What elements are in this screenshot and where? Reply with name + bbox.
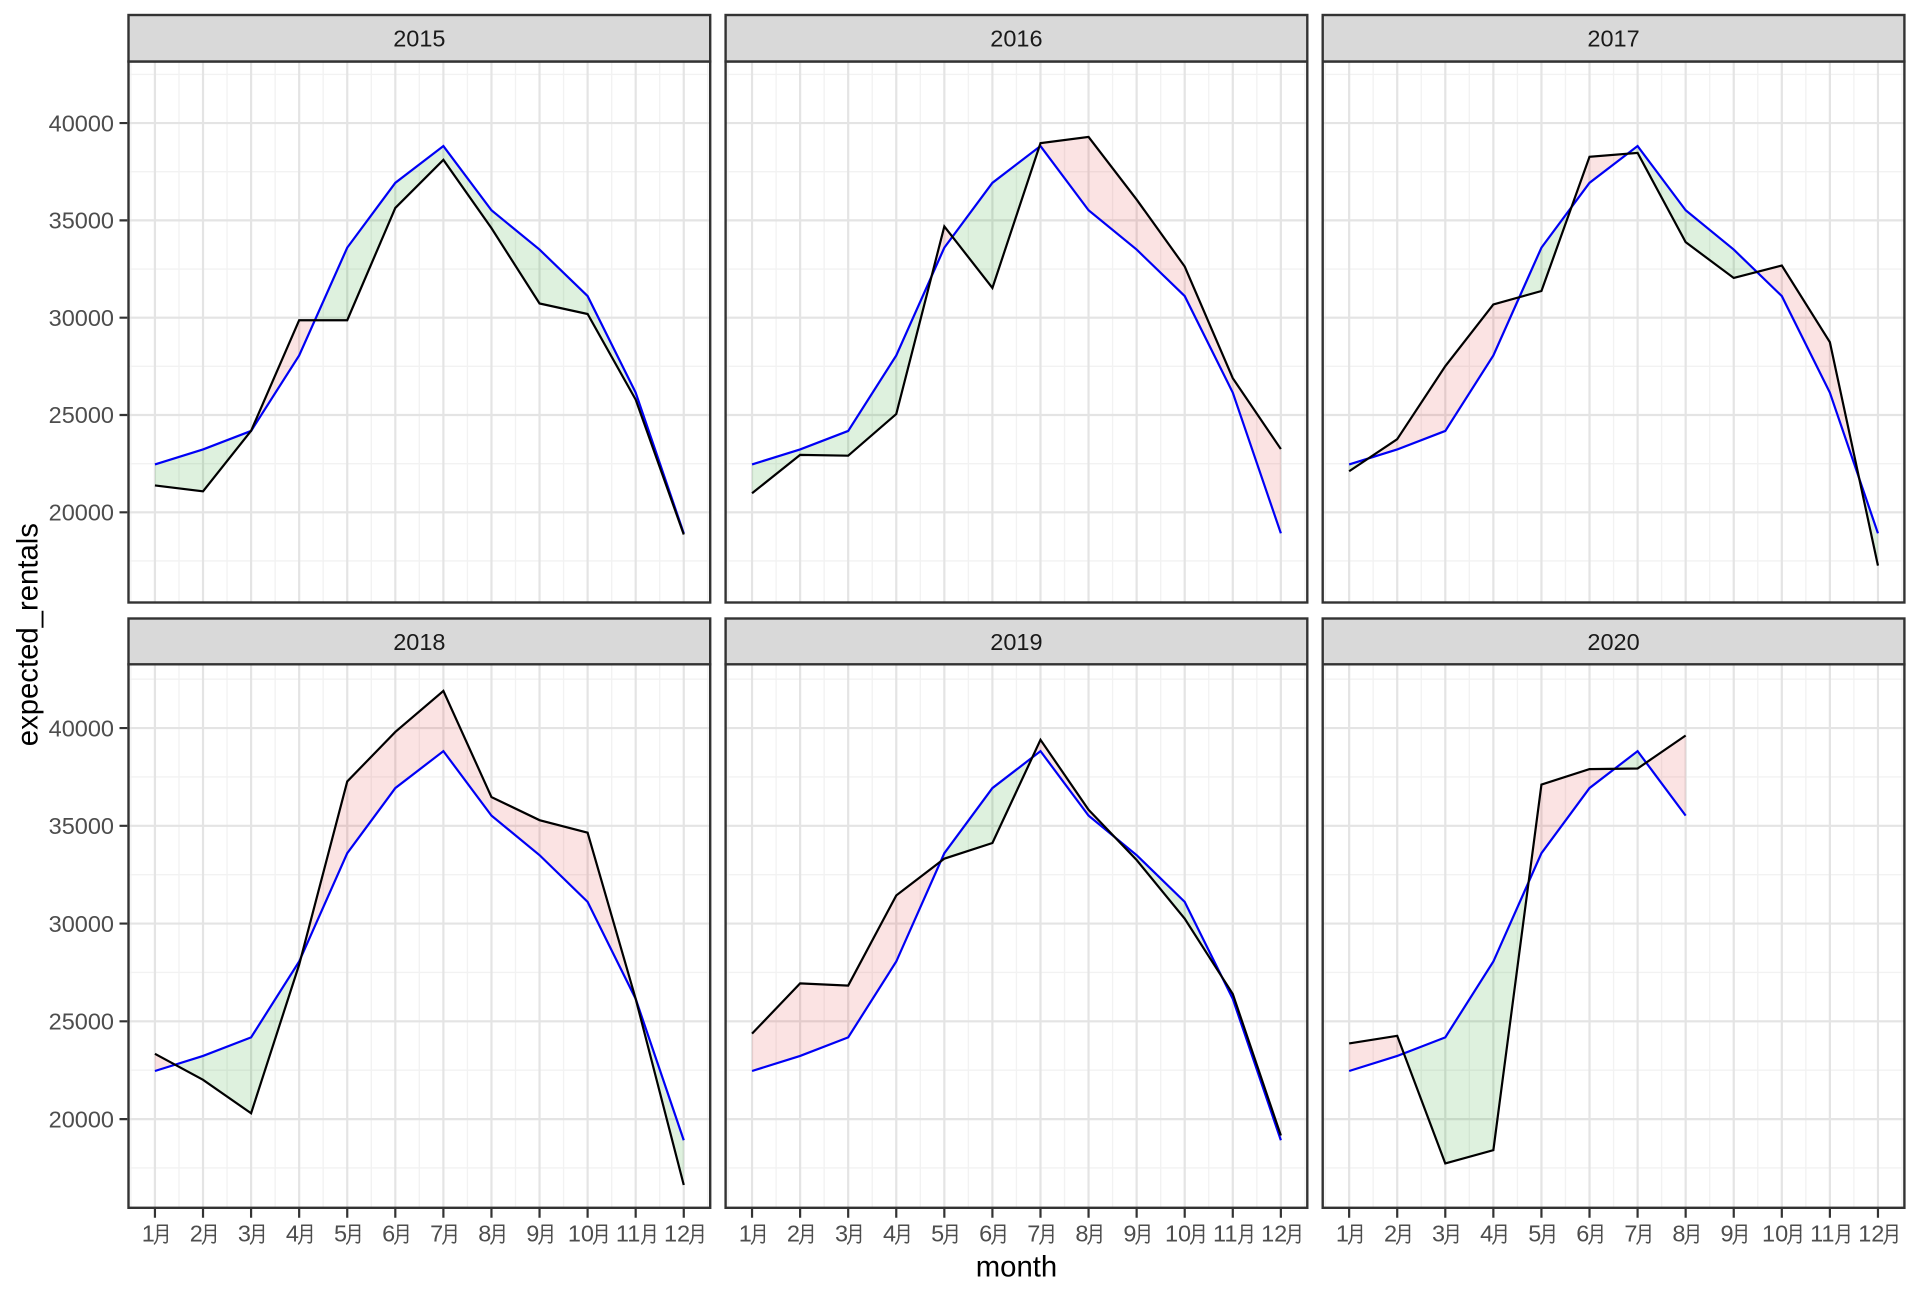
svg-text:5: 5	[1528, 1221, 1541, 1247]
svg-text:10: 10	[1762, 1221, 1788, 1247]
svg-text:2: 2	[1384, 1221, 1397, 1247]
svg-text:2020: 2020	[1587, 629, 1639, 655]
svg-text:6: 6	[979, 1221, 992, 1247]
svg-text:3: 3	[1432, 1221, 1445, 1247]
svg-text:11: 11	[616, 1221, 640, 1247]
svg-text:40000: 40000	[49, 110, 114, 136]
svg-text:10: 10	[1165, 1221, 1191, 1247]
svg-text:5: 5	[334, 1221, 347, 1247]
svg-text:11: 11	[1213, 1221, 1237, 1247]
svg-text:2019: 2019	[990, 629, 1042, 655]
svg-text:3: 3	[835, 1221, 848, 1247]
svg-text:8: 8	[1672, 1221, 1685, 1247]
svg-text:9: 9	[1721, 1221, 1734, 1247]
svg-text:2018: 2018	[393, 629, 445, 655]
svg-text:11: 11	[1810, 1221, 1834, 1247]
svg-text:35000: 35000	[49, 813, 114, 839]
svg-text:1: 1	[142, 1221, 155, 1247]
svg-text:expected_rentals: expected_rentals	[12, 523, 45, 746]
svg-text:5: 5	[931, 1221, 944, 1247]
svg-text:35000: 35000	[49, 208, 114, 234]
svg-text:2015: 2015	[393, 26, 445, 52]
svg-text:12: 12	[1858, 1221, 1884, 1247]
svg-text:4: 4	[1480, 1221, 1493, 1247]
svg-text:20000: 20000	[49, 1106, 114, 1132]
svg-text:4: 4	[883, 1221, 896, 1247]
svg-text:9: 9	[1123, 1221, 1136, 1247]
svg-text:2: 2	[787, 1221, 800, 1247]
svg-text:8: 8	[1075, 1221, 1088, 1247]
svg-text:25000: 25000	[49, 1009, 114, 1035]
svg-text:12: 12	[664, 1221, 690, 1247]
svg-text:1: 1	[1336, 1221, 1349, 1247]
svg-text:9: 9	[526, 1221, 539, 1247]
svg-text:7: 7	[1027, 1221, 1040, 1247]
svg-text:1: 1	[739, 1221, 752, 1247]
svg-text:20000: 20000	[49, 500, 114, 526]
svg-text:4: 4	[286, 1221, 299, 1247]
svg-text:40000: 40000	[49, 715, 114, 741]
svg-text:3: 3	[238, 1221, 251, 1247]
svg-text:2017: 2017	[1587, 26, 1639, 52]
svg-text:12: 12	[1261, 1221, 1287, 1247]
svg-text:8: 8	[478, 1221, 491, 1247]
svg-text:month: month	[976, 1251, 1057, 1284]
svg-text:6: 6	[382, 1221, 395, 1247]
svg-text:2016: 2016	[990, 26, 1042, 52]
svg-text:30000: 30000	[49, 305, 114, 331]
svg-text:30000: 30000	[49, 911, 114, 937]
svg-text:25000: 25000	[49, 402, 114, 428]
svg-text:2: 2	[190, 1221, 203, 1247]
svg-text:7: 7	[430, 1221, 443, 1247]
svg-text:10: 10	[568, 1221, 594, 1247]
svg-text:6: 6	[1576, 1221, 1589, 1247]
svg-text:7: 7	[1624, 1221, 1637, 1247]
